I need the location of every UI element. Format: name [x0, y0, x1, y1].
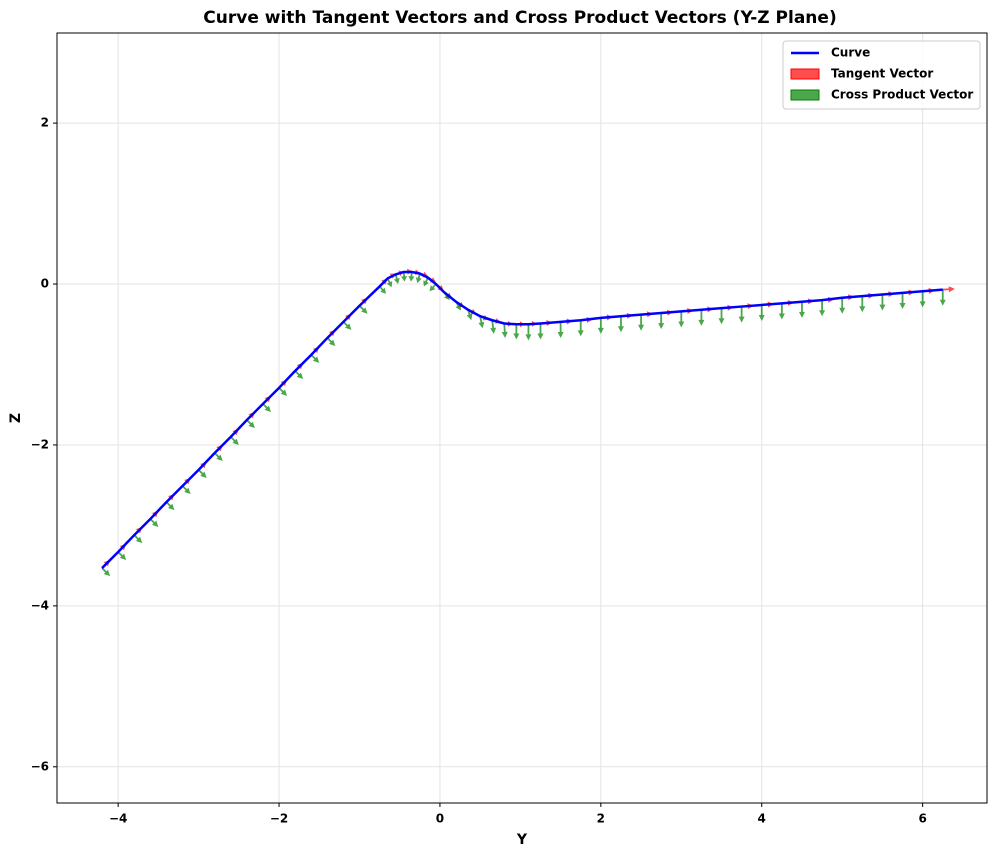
- vector-arrow: [278, 387, 288, 396]
- plot-frame: [56, 32, 988, 804]
- vector-arrow: [386, 278, 393, 288]
- vector-arrow: [638, 314, 645, 331]
- vector-arrow: [101, 567, 111, 577]
- vector-arrow: [919, 291, 926, 308]
- vector-arrow: [859, 296, 866, 313]
- vector-arrow: [262, 403, 271, 412]
- vector-arrow: [478, 316, 485, 329]
- vector-arrow: [819, 300, 826, 317]
- vector-arrow: [423, 277, 429, 287]
- vector-arrow: [326, 337, 336, 346]
- vector-arrow: [718, 308, 725, 325]
- x-axis-label: Y: [516, 832, 528, 848]
- y-tick-label: −2: [31, 437, 49, 451]
- legend-label: Tangent Vector: [831, 67, 933, 81]
- vector-arrow: [557, 321, 564, 338]
- y-tick-label: 0: [41, 277, 49, 291]
- legend-label: Curve: [831, 46, 870, 60]
- vector-arrow: [839, 297, 846, 314]
- vector-arrow: [525, 324, 532, 341]
- legend-patch: [790, 89, 820, 101]
- vector-arrow: [197, 469, 207, 478]
- legend: Curve Tangent Vector Cross Product Vector: [782, 40, 981, 110]
- vector-arrow: [939, 289, 946, 306]
- x-tick-label: 0: [436, 812, 444, 826]
- vector-arrow: [117, 551, 127, 561]
- vector-arrow: [899, 292, 906, 309]
- y-tick-label: 2: [41, 116, 49, 130]
- vector-arrow: [214, 452, 223, 462]
- vector-arrow: [358, 305, 368, 314]
- x-tick-label: 6: [918, 812, 926, 826]
- y-tick-label: −6: [31, 759, 49, 773]
- vector-arrow: [698, 309, 705, 326]
- vector-arrow: [758, 304, 765, 322]
- vector-arrow: [401, 271, 408, 282]
- vector-arrow: [294, 370, 304, 379]
- vector-arrow: [429, 283, 437, 292]
- chart-title: Curve with Tangent Vectors and Cross Pro…: [203, 8, 836, 28]
- vector-arrow: [378, 285, 387, 294]
- vector-arrow: [738, 306, 745, 323]
- vector-arrow: [798, 301, 805, 318]
- vector-arrow: [181, 485, 191, 495]
- vector-arrow: [133, 534, 143, 544]
- y-axis-label: Z: [8, 413, 24, 423]
- vector-arrow: [230, 436, 239, 445]
- vector-arrow: [778, 303, 785, 320]
- plot-area: [53, 32, 988, 807]
- vector-arrow: [342, 321, 352, 330]
- vector-arrow: [408, 271, 415, 282]
- vector-arrow: [310, 354, 320, 363]
- legend-box: [782, 40, 981, 110]
- vector-arrow: [246, 419, 255, 429]
- vector-arrow: [617, 316, 624, 333]
- x-tick-label: 4: [758, 812, 766, 826]
- x-tick-label: −4: [109, 812, 127, 826]
- vector-arrow: [537, 323, 544, 340]
- vector-arrow: [577, 320, 584, 337]
- y-tick-label: −4: [31, 598, 49, 612]
- vector-arrow: [879, 294, 886, 311]
- vector-arrow: [466, 309, 473, 321]
- x-tick-label: 2: [597, 812, 605, 826]
- vector-arrow: [597, 317, 604, 334]
- vector-arrow: [393, 274, 400, 285]
- legend-label: Cross Product Vector: [831, 88, 973, 102]
- x-tick-label: −2: [270, 812, 288, 826]
- vector-arrow: [490, 320, 497, 334]
- vector-arrow: [513, 324, 520, 340]
- vector-arrow: [415, 273, 422, 284]
- vector-arrow: [149, 518, 159, 528]
- vector-arrow: [942, 286, 955, 293]
- vector-arrow: [658, 313, 665, 330]
- legend-patch: [790, 68, 820, 80]
- curve-line: [101, 270, 943, 569]
- vector-arrow: [678, 311, 685, 328]
- vector-arrow: [501, 323, 508, 338]
- vector-arrow: [165, 501, 175, 511]
